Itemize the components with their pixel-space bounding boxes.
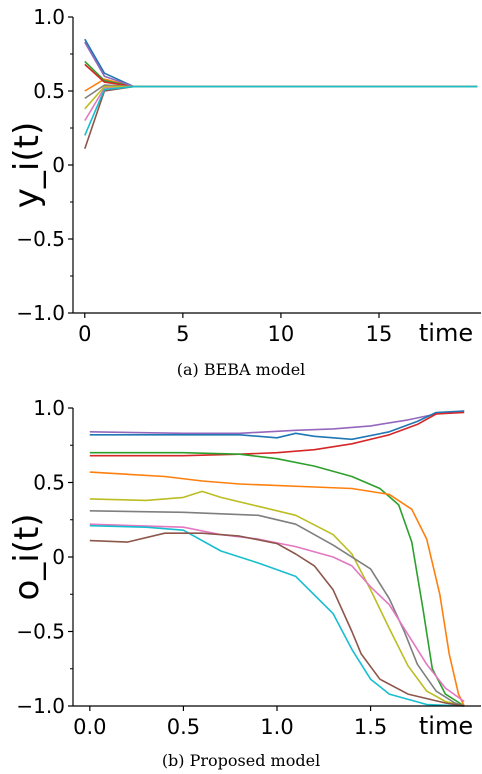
x-tick-label: 10 xyxy=(268,322,295,346)
series-line-9 xyxy=(89,524,465,707)
chart-proposed: −1.0 −0.5 0 0.5 1.0 0.0 0.5 1.0 1.5 time o_i(t) xyxy=(7,396,481,740)
caption-proposed: (b) Proposed model xyxy=(161,751,321,770)
series-line-7 xyxy=(89,510,465,707)
series-line-8 xyxy=(89,523,465,703)
series-line-5 xyxy=(84,41,478,88)
series-line-10 xyxy=(84,85,478,136)
series-line-4 xyxy=(84,63,478,88)
series-line-4 xyxy=(89,451,465,707)
caption-beba: (a) BEBA model xyxy=(176,360,306,379)
y-tick-label: 1.0 xyxy=(33,396,65,420)
series-line-1 xyxy=(84,38,478,88)
x-axis-label: time xyxy=(419,319,473,347)
y-tick-label: 0.5 xyxy=(33,471,65,495)
x-tick-label: 15 xyxy=(366,322,393,346)
x-tick-label: 1.0 xyxy=(260,715,293,739)
series-line-6 xyxy=(84,85,478,149)
y-tick-label: 1.0 xyxy=(33,5,65,29)
y-tick-label: 0 xyxy=(52,545,65,569)
series-line-2 xyxy=(89,410,465,441)
y-tick-label: 0 xyxy=(52,153,65,177)
y-tick-label: −1.0 xyxy=(16,301,65,325)
y-tick-label: −1.0 xyxy=(16,694,65,718)
x-axis-label: time xyxy=(419,712,473,740)
x-tick-label: 0.0 xyxy=(73,715,106,739)
series-line-6 xyxy=(89,490,465,707)
x-tick-label: 5 xyxy=(176,322,189,346)
y-axis-label: y_i(t) xyxy=(7,122,47,208)
y-tick-label: −0.5 xyxy=(16,227,65,251)
x-tick-label: 1.5 xyxy=(354,715,387,739)
series-line-10 xyxy=(89,532,465,707)
series-line-7 xyxy=(84,85,478,122)
series-line-9 xyxy=(84,85,478,110)
x-tick-label: 0.5 xyxy=(167,715,200,739)
series-line-2 xyxy=(84,78,478,92)
series-line-1 xyxy=(89,410,465,435)
chart-beba: −1.0 −0.5 0 0.5 1.0 0 5 10 15 time y_i(t) xyxy=(7,5,481,347)
y-tick-label: −0.5 xyxy=(16,620,65,644)
y-axis-label: o_i(t) xyxy=(7,513,47,600)
series-line-5 xyxy=(89,471,465,707)
y-tick-label: 0.5 xyxy=(33,79,65,103)
x-tick-label: 0 xyxy=(78,322,91,346)
series-line-3 xyxy=(89,411,465,457)
series-line-3 xyxy=(84,60,478,88)
